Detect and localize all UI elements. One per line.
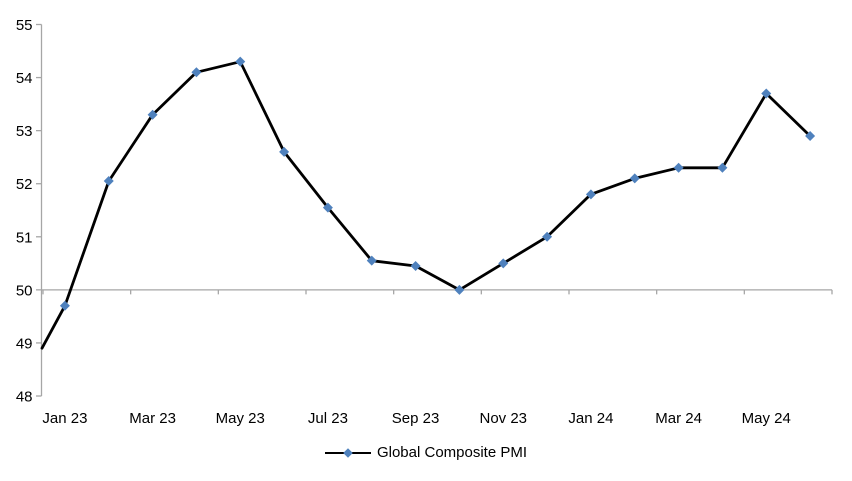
data-point-marker [673, 162, 684, 173]
data-point-marker [585, 189, 596, 200]
pmi-series-line [40, 60, 812, 350]
data-point-marker [629, 173, 640, 184]
data-point-marker [717, 162, 728, 173]
data-point-marker [805, 130, 816, 141]
data-point-marker [498, 258, 509, 269]
data-point-marker [542, 231, 553, 242]
x-axis-label: Sep 23 [392, 410, 440, 427]
y-tick-label: 50 [16, 282, 33, 299]
data-point-marker [322, 202, 333, 213]
data-point-marker [59, 300, 70, 311]
x-axis-label: May 23 [216, 410, 265, 427]
x-axis-label: Mar 24 [655, 410, 702, 427]
data-point-marker [235, 56, 246, 67]
chart-legend: Global Composite PMI [0, 444, 852, 462]
data-point-marker [103, 176, 114, 187]
y-tick-label: 52 [16, 176, 33, 193]
x-axis-label: Nov 23 [479, 410, 527, 427]
x-axis-label: Mar 23 [129, 410, 176, 427]
data-point-marker [279, 146, 290, 157]
y-tick-label: 49 [16, 335, 33, 352]
data-point-marker [191, 67, 202, 78]
y-tick-label: 53 [16, 123, 33, 140]
legend-label: Global Composite PMI [376, 444, 528, 461]
pmi-line-chart-canvas: 48 49 50 51 52 53 54 55 Jan 23 Mar 23 May 23 Jul 23… [16, 17, 833, 427]
x-axis-label: Jul 23 [308, 410, 348, 427]
y-tick-label: 51 [16, 229, 33, 246]
y-tick-label: 48 [16, 389, 33, 406]
x-axis-label: Jan 24 [568, 410, 613, 427]
y-tick-label: 54 [16, 70, 33, 87]
legend-line-marker-icon [324, 448, 371, 458]
data-point-marker [454, 284, 465, 295]
data-point-marker [366, 255, 377, 266]
x-axis-label: Jan 23 [42, 410, 87, 427]
x-axis-label: May 24 [742, 410, 791, 427]
y-tick-label: 55 [16, 17, 33, 34]
data-point-marker [410, 260, 421, 271]
data-point-marker [147, 109, 158, 120]
data-point-marker [761, 88, 772, 99]
